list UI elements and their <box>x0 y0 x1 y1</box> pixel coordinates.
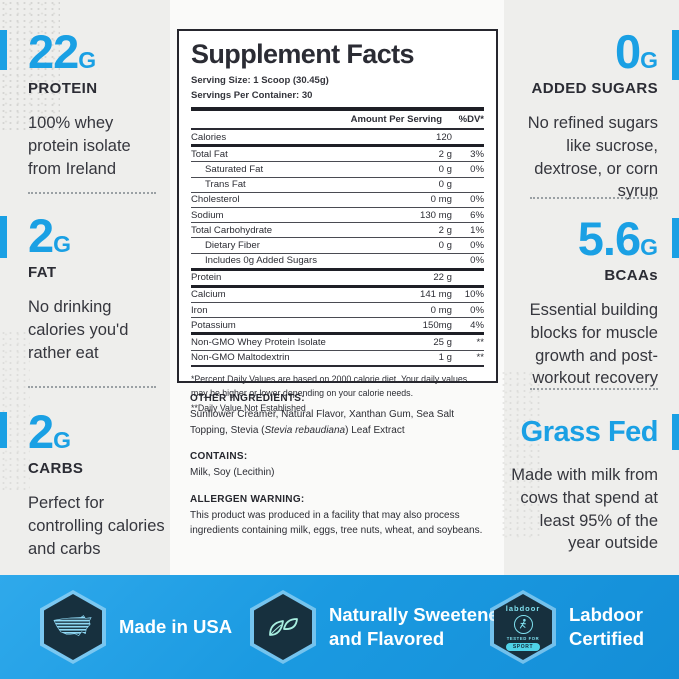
stat-carbs: 2G CARBS Perfect for controlling calorie… <box>28 408 166 560</box>
nutrition-row: Total Fat 2 g 3% <box>191 147 484 163</box>
stat-fat: 2G FAT No drinking calories you'd rather… <box>28 212 166 364</box>
other-ingredients-heading: OTHER INGREDIENTS: <box>190 393 305 404</box>
stat-protein-label: PROTEIN <box>28 80 98 97</box>
stat-fat-value: 2G <box>28 209 72 262</box>
stat-fat-desc: No drinking calories you'd rather eat <box>28 298 129 362</box>
badge-made-in-usa-label: Made in USA <box>119 615 233 637</box>
allergen-heading: ALLERGEN WARNING: <box>190 493 305 505</box>
leaves-icon <box>269 618 298 636</box>
footnote-dv: *Percent Daily Values are based on 2000 … <box>191 373 468 398</box>
other-ingredients-block: OTHER INGREDIENTS: Sunflower Creamer, Na… <box>190 393 492 438</box>
contains-block: CONTAINS: Milk, Soy (Lecithin) <box>190 451 492 481</box>
contains-body: Milk, Soy (Lecithin) <box>190 467 275 478</box>
nutrition-row: Non-GMO Maltodextrin 1 g ** <box>191 351 484 367</box>
accent-bar-right-sugars <box>672 30 679 80</box>
stat-bcaas-label: BCAAs <box>604 267 658 284</box>
stat-added-sugars: 0G ADDED SUGARS No refined sugars like s… <box>509 28 658 203</box>
accent-bar-left-fat <box>0 216 7 258</box>
accent-bar-left-protein <box>0 30 7 70</box>
nutrition-row: Iron 0 mg 0% <box>191 303 484 319</box>
stat-carbs-value: 2G <box>28 405 72 458</box>
stat-added-sugars-desc: No refined sugars like sucrose, dextrose… <box>527 114 658 201</box>
accent-bar-right-grassfed <box>672 414 679 450</box>
stevia-latin-name: Stevia rebaudiana <box>264 424 346 436</box>
labdoor-tested-for-text: TESTED FOR <box>506 635 540 641</box>
badge-naturally-sweetened-label: Naturally Sweetened and Flavored <box>329 603 510 649</box>
hexagon-frame <box>40 590 106 664</box>
nutrition-row: Calories 120 <box>191 130 484 148</box>
hexagon-frame: labdoor TESTED FOR SPORT <box>490 590 556 664</box>
badge-made-in-usa: Made in USA <box>40 590 259 664</box>
footnotes: *Percent Daily Values are based on 2000 … <box>191 372 484 415</box>
nutrition-row: Saturated Fat 0 g 0% <box>191 162 484 178</box>
nutrition-row: Non-GMO Whey Protein Isolate 25 g ** <box>191 335 484 351</box>
nutrition-row: Protein 22 g <box>191 271 484 288</box>
allergen-body: This product was produced in a facility … <box>190 509 483 537</box>
serving-size: Serving Size: 1 Scoop (30.45g) <box>191 75 329 86</box>
stat-added-sugars-label: ADDED SUGARS <box>531 80 658 97</box>
supplement-facts-panel: Supplement Facts Serving Size: 1 Scoop (… <box>177 29 498 413</box>
stat-grass-fed-desc: Made with milk from cows that spend at l… <box>511 466 658 553</box>
stat-bcaas-value: 5.6G <box>577 212 658 265</box>
thick-rule <box>191 107 484 111</box>
supplement-facts-title: Supplement Facts <box>191 39 415 69</box>
accent-bar-left-carbs <box>0 412 7 448</box>
stat-carbs-label: CARBS <box>28 460 84 477</box>
nutrition-row: Dietary Fiber 0 g 0% <box>191 238 484 254</box>
allergen-block: ALLERGEN WARNING: This product was produ… <box>190 494 492 539</box>
nutrition-row: Includes 0g Added Sugars 0% <box>191 254 484 271</box>
other-ingredients-body: Sunflower Creamer, Natural Flavor, Xanth… <box>190 409 455 436</box>
badge-labdoor: labdoor TESTED FOR SPORT Labdoor Certifi… <box>490 590 669 664</box>
labdoor-runner-icon <box>513 614 533 634</box>
accent-bar-right-bcaas <box>672 218 679 258</box>
nutrition-header-row: Amount Per Serving %DV* <box>191 111 484 130</box>
stat-carbs-desc: Perfect for controlling calories and car… <box>28 494 165 558</box>
nutrition-row: Potassium 150mg 4% <box>191 318 484 336</box>
grunge-texture <box>0 330 30 490</box>
nutrition-row: Calcium 141 mg 10% <box>191 288 484 304</box>
stat-fat-label: FAT <box>28 264 57 281</box>
hexagon-frame <box>250 590 316 664</box>
dotted-divider <box>28 386 156 388</box>
stat-grass-fed-heading: Grass Fed <box>520 416 659 448</box>
dotted-divider <box>530 388 658 390</box>
servings-per-container: Servings Per Container: 30 <box>191 90 313 101</box>
stat-added-sugars-value: 0G <box>614 25 658 78</box>
amount-per-serving-header: Amount Per Serving <box>350 114 442 125</box>
labdoor-sport-pill: SPORT <box>505 642 541 651</box>
nutrition-row: Cholesterol 0 mg 0% <box>191 193 484 208</box>
footnote-not-established: **Daily Value Not Established <box>191 402 306 413</box>
labdoor-logo-word: labdoor <box>505 603 541 613</box>
stat-bcaas-desc: Essential building blocks for muscle gro… <box>529 301 658 388</box>
dotted-divider <box>530 197 658 199</box>
stat-grass-fed: Grass Fed Made with milk from cows that … <box>509 416 658 555</box>
dotted-divider <box>28 192 156 194</box>
stat-protein: 22G PROTEIN 100% whey protein isolate fr… <box>28 28 166 180</box>
stat-protein-desc: 100% whey protein isolate from Ireland <box>28 114 131 178</box>
badge-labdoor-label: Labdoor Certified <box>569 603 645 649</box>
stat-bcaas: 5.6G BCAAs Essential building blocks for… <box>509 215 658 390</box>
usa-map-icon <box>53 615 92 636</box>
nutrition-row: Total Carbohydrate 2 g 1% <box>191 223 484 239</box>
footer-bar: Made in USA Naturally Sweetened and Flav… <box>0 575 679 679</box>
badge-naturally-sweetened: Naturally Sweetened and Flavored <box>250 590 514 664</box>
ingredients-section: OTHER INGREDIENTS: Sunflower Creamer, Na… <box>190 393 492 539</box>
nutrition-row: Sodium 130 mg 6% <box>191 208 484 224</box>
nutrition-row: Trans Fat 0 g <box>191 178 484 193</box>
stat-protein-value: 22G <box>28 25 97 78</box>
nutrition-rows: Calories 120 Total Fat 2 g 3% Saturated Fat 0 … <box>191 130 484 367</box>
dv-header: %DV* <box>458 114 484 125</box>
contains-heading: CONTAINS: <box>190 451 248 462</box>
